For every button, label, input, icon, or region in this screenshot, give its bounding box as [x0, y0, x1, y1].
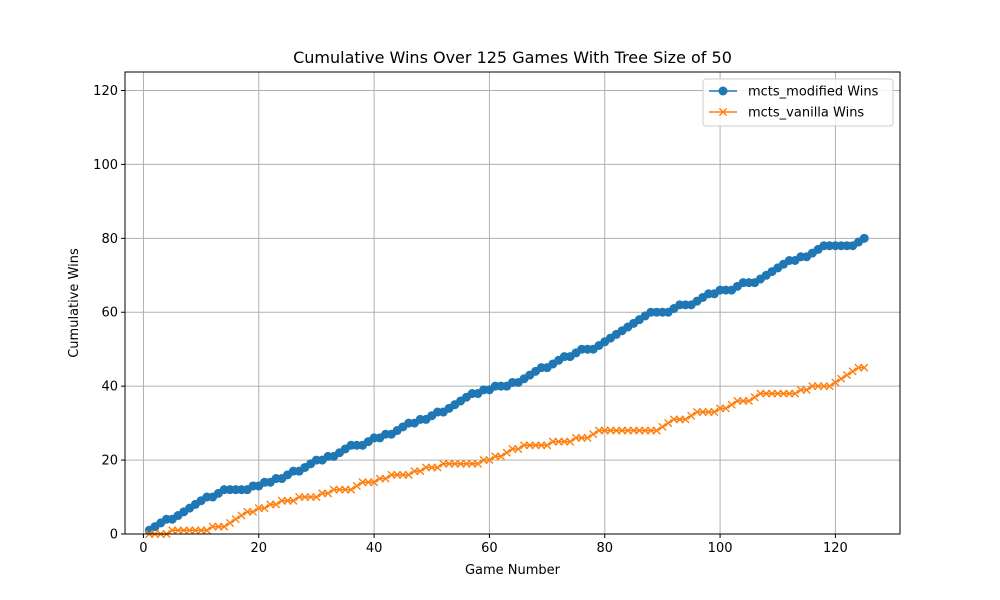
data-point [583, 433, 592, 442]
data-point [202, 526, 211, 535]
data-point [260, 504, 269, 513]
data-point [289, 496, 298, 505]
data-point [842, 370, 852, 380]
data-point [502, 448, 511, 457]
data-point [237, 511, 246, 520]
y-tick-label: 40 [101, 380, 118, 395]
y-tick-label: 80 [101, 232, 118, 247]
data-point [589, 430, 598, 439]
data-point [485, 455, 494, 465]
data-point [744, 396, 754, 406]
data-point [496, 452, 506, 461]
x-tick-label: 100 [708, 541, 733, 556]
data-point [802, 385, 811, 394]
data-point [652, 426, 661, 435]
data-point [750, 393, 759, 402]
data-point [860, 363, 869, 372]
data-point [687, 411, 696, 420]
data-point [831, 378, 840, 387]
ticks: 0 20 40 60 80 100 120 0 20 40 60 80 100 120 [93, 84, 848, 556]
legend-label: mcts_vanilla Wins [748, 106, 864, 121]
legend-box [702, 78, 894, 127]
plot-area [125, 72, 900, 534]
y-tick-label: 100 [93, 158, 118, 173]
legend-marker [718, 86, 728, 96]
legend-marker [718, 107, 728, 117]
x-axis-label: Game Number [465, 563, 561, 578]
data-point [859, 233, 869, 243]
data-point [433, 463, 442, 472]
y-tick-label: 120 [93, 84, 118, 99]
data-point [352, 481, 361, 491]
y-axis-label: Cumulative Wins [67, 248, 82, 358]
x-tick-label: 20 [251, 541, 268, 556]
data-point [312, 492, 321, 502]
data-point [658, 422, 667, 431]
data-point [848, 367, 857, 376]
data-point [346, 485, 356, 494]
data-point [231, 515, 240, 524]
data-point [248, 507, 258, 516]
data-point [825, 382, 834, 391]
data-point [473, 459, 482, 468]
data-point [681, 415, 690, 424]
data-point [323, 489, 333, 498]
legend-label: mcts_modified Wins [748, 85, 879, 100]
y-tick-label: 0 [110, 528, 118, 543]
legend: mcts_modified Wins mcts_vanilla Wins [702, 78, 894, 127]
series-2 [145, 363, 869, 539]
y-tick-label: 60 [101, 306, 118, 321]
series-layer [144, 233, 869, 539]
x-tick-label: 80 [596, 541, 613, 556]
data-point [790, 389, 800, 398]
data-point [225, 518, 235, 528]
legend-item: mcts_vanilla Wins [709, 106, 864, 121]
data-point [404, 470, 413, 479]
data-point [514, 444, 523, 454]
legend-item: mcts_modified Wins [709, 85, 879, 100]
data-point [370, 478, 379, 487]
plot-frame [124, 71, 901, 535]
data-point [710, 407, 719, 417]
x-tick-label: 40 [366, 541, 383, 556]
x-tick-label: 120 [823, 541, 848, 556]
data-point [220, 522, 229, 531]
data-point [721, 404, 730, 413]
data-point [381, 474, 390, 483]
data-point [416, 467, 425, 476]
x-tick-label: 0 [139, 541, 147, 556]
y-tick-label: 20 [101, 454, 118, 469]
data-point [566, 437, 575, 446]
chart-title: Cumulative Wins Over 125 Games With Tree… [293, 48, 732, 67]
data-point [271, 500, 281, 509]
data-point [837, 374, 846, 383]
x-tick-label: 60 [481, 541, 498, 556]
data-point [543, 441, 552, 450]
data-point [727, 400, 736, 409]
series-1 [144, 233, 869, 535]
data-point [664, 419, 673, 428]
